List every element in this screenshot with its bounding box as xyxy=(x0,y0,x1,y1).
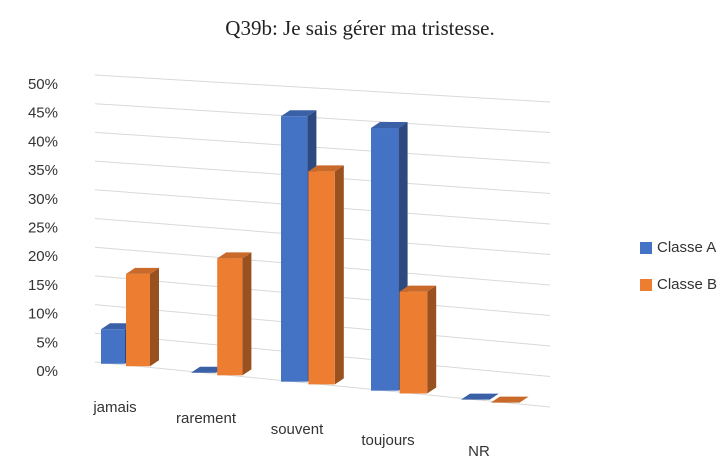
bar-top xyxy=(191,366,226,373)
bar xyxy=(490,396,529,403)
bar xyxy=(308,165,344,385)
y-tick-label: 5% xyxy=(36,334,58,351)
bar-top xyxy=(371,122,408,129)
y-tick-label: 15% xyxy=(28,277,58,294)
legend-swatch xyxy=(640,242,652,254)
bar-side xyxy=(150,267,159,367)
chart-title: Q39b: Je sais gérer ma tristesse. xyxy=(225,16,494,40)
bar xyxy=(191,366,226,373)
bar-side xyxy=(334,165,344,385)
bar-front xyxy=(399,291,428,394)
y-tick-label: 0% xyxy=(36,363,58,380)
bar-side xyxy=(427,285,437,394)
bar-top xyxy=(399,285,437,292)
y-tick-label: 25% xyxy=(28,219,58,236)
x-tick-label: toujours xyxy=(361,432,414,449)
y-tick-label: 35% xyxy=(28,162,58,179)
grid-line xyxy=(94,74,551,103)
x-tick-label: rarement xyxy=(176,410,237,427)
x-tick-label: NR xyxy=(468,443,490,457)
bar-front xyxy=(281,116,308,382)
legend-label: Classe A xyxy=(657,239,716,256)
x-tick-label: jamais xyxy=(92,399,136,416)
bar-front xyxy=(126,273,150,367)
bar-top xyxy=(281,110,317,117)
bar-front xyxy=(101,329,125,364)
bar-top xyxy=(217,252,252,259)
y-tick-label: 50% xyxy=(28,76,58,93)
bar xyxy=(461,393,499,400)
grid-line xyxy=(94,131,551,164)
y-tick-label: 40% xyxy=(28,133,58,150)
legend-label: Classe B xyxy=(657,276,717,293)
bar xyxy=(217,252,252,376)
bar xyxy=(126,267,159,367)
bar-top xyxy=(101,323,134,330)
bar-front xyxy=(371,128,399,391)
y-tick-label: 20% xyxy=(28,248,58,265)
y-tick-label: 30% xyxy=(28,191,58,208)
grid-line xyxy=(94,103,551,133)
bar-top xyxy=(461,393,499,400)
bar-front xyxy=(217,258,243,376)
bar-top xyxy=(126,267,159,274)
bar-side xyxy=(242,252,252,376)
legend-swatch xyxy=(640,279,652,291)
bar-top xyxy=(490,396,529,403)
y-tick-label: 45% xyxy=(28,105,58,122)
y-tick-label: 10% xyxy=(28,306,58,323)
x-tick-label: souvent xyxy=(271,421,324,438)
bar-front xyxy=(308,171,335,385)
bar-top xyxy=(308,165,344,172)
bar xyxy=(399,285,437,394)
